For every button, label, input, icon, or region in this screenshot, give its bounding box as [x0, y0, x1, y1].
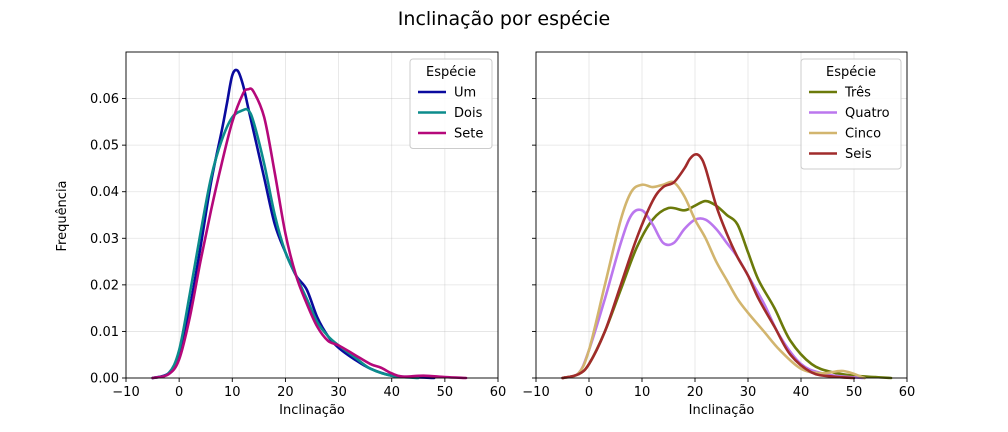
left-xtick-label-4: 30 [330, 385, 347, 400]
left-xtick-label-1: 0 [175, 385, 183, 400]
right-xtick-label-7: 60 [899, 385, 916, 400]
left-xtick-label-2: 10 [224, 385, 241, 400]
right-legend-title: Espécie [826, 65, 876, 80]
left-xtick-label-7: 60 [490, 385, 507, 400]
right-xtick-label-6: 50 [846, 385, 863, 400]
left-ytick-label-4: 0.04 [90, 185, 119, 200]
right-series-três [561, 199, 893, 380]
left-axes-frame [125, 51, 499, 379]
right-xtick-label-0: −10 [522, 385, 549, 400]
right-xtick-label-4: 30 [740, 385, 757, 400]
y-axis-label: Frequência [55, 180, 70, 251]
left-xtick-label-3: 20 [277, 385, 294, 400]
left-ytick-label-2: 0.02 [90, 278, 119, 293]
right-panel: −10 0 10 20 30 40 50 60 Inclinação Espécie Três Qua… [522, 51, 916, 418]
left-legend-label-dois: Dois [454, 106, 483, 121]
left-panel: −10 0 10 20 30 40 50 60 0.00 0.01 0.02 0.03 0.04 0.05… [90, 51, 507, 418]
left-x-axis-label: Inclinação [279, 403, 345, 418]
left-legend-title: Espécie [426, 65, 476, 80]
left-xtick-label-6: 50 [437, 385, 454, 400]
right-legend-label-cinco: Cinco [845, 127, 881, 142]
right-legend: Espécie Três Quatro Cinco Seis [800, 58, 902, 170]
left-ytick-label-5: 0.05 [90, 139, 119, 154]
right-legend-label-três: Três [844, 86, 871, 101]
right-series-quatro [561, 208, 866, 380]
right-series-seis [561, 153, 856, 380]
left-series-sete [151, 87, 468, 380]
left-series-um [151, 68, 436, 380]
right-axes-frame [535, 51, 908, 379]
left-ytick-label-1: 0.01 [90, 325, 119, 340]
right-series-cinco [561, 180, 866, 380]
left-legend-label-sete: Sete [454, 127, 483, 142]
right-xtick-label-2: 10 [634, 385, 651, 400]
left-xtick-label-5: 40 [383, 385, 400, 400]
right-legend-box [800, 58, 902, 170]
left-ytick-label-6: 0.06 [90, 92, 119, 107]
left-legend: Espécie Um Dois Sete [409, 58, 493, 149]
right-xtick-label-5: 40 [793, 385, 810, 400]
right-xtick-label-1: 0 [585, 385, 593, 400]
figure-title: Inclinação por espécie [398, 8, 610, 30]
right-legend-label-quatro: Quatro [845, 106, 890, 121]
left-legend-box [409, 58, 493, 149]
right-x-axis-label: Inclinação [689, 403, 755, 418]
right-legend-label-seis: Seis [845, 147, 872, 162]
left-xtick-label-0: −10 [112, 385, 139, 400]
right-xtick-label-3: 20 [687, 385, 704, 400]
left-ytick-label-0: 0.00 [90, 372, 119, 387]
left-ytick-label-3: 0.03 [90, 232, 119, 247]
left-legend-label-um: Um [454, 86, 476, 101]
